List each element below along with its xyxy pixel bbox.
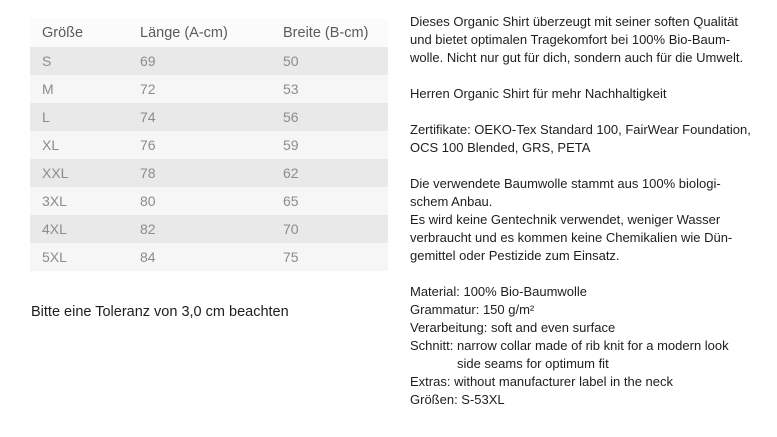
- length-cell: 74: [128, 103, 271, 131]
- intro-paragraph: Dieses Organic Shirt überzeugt mit seine…: [410, 14, 744, 65]
- width-cell: 70: [271, 215, 388, 243]
- size-cell: L: [30, 103, 128, 131]
- cotton-info-paragraph: Die verwendete Baumwolle stammt aus 100%…: [410, 176, 733, 263]
- tolerance-note: Bitte eine Toleranz von 3,0 cm beachten: [31, 304, 289, 320]
- column-header-breite: Breite (B-cm): [271, 18, 388, 47]
- length-cell: 84: [128, 243, 271, 271]
- length-cell: 82: [128, 215, 271, 243]
- table-row: XL 76 59: [30, 131, 388, 159]
- size-cell: 4XL: [30, 215, 128, 243]
- size-table-header-row: Größe Länge (A-cm) Breite (B-cm): [30, 18, 388, 47]
- table-row: S 69 50: [30, 47, 388, 75]
- size-cell: XL: [30, 131, 128, 159]
- width-cell: 65: [271, 187, 388, 215]
- size-cell: XXL: [30, 159, 128, 187]
- width-cell: 75: [271, 243, 388, 271]
- length-cell: 69: [128, 47, 271, 75]
- column-header-laenge: Länge (A-cm): [128, 18, 271, 47]
- size-cell: 5XL: [30, 243, 128, 271]
- width-cell: 59: [271, 131, 388, 159]
- column-header-groesse: Größe: [30, 18, 128, 47]
- table-row: M 72 53: [30, 75, 388, 103]
- table-row: 5XL 84 75: [30, 243, 388, 271]
- size-cell: S: [30, 47, 128, 75]
- product-description-text: Dieses Organic Shirt überzeugt mit seine…: [410, 13, 777, 409]
- size-table-section: Größe Länge (A-cm) Breite (B-cm) S 69 50…: [30, 18, 388, 271]
- size-cell: 3XL: [30, 187, 128, 215]
- length-cell: 72: [128, 75, 271, 103]
- length-cell: 78: [128, 159, 271, 187]
- specs-paragraph: Material: 100% Bio-Baumwolle Grammatur: …: [410, 284, 729, 407]
- headline: Herren Organic Shirt für mehr Nachhaltig…: [410, 86, 667, 101]
- size-table: Größe Länge (A-cm) Breite (B-cm) S 69 50…: [30, 18, 388, 271]
- width-cell: 62: [271, 159, 388, 187]
- length-cell: 76: [128, 131, 271, 159]
- table-row: 3XL 80 65: [30, 187, 388, 215]
- table-row: XXL 78 62: [30, 159, 388, 187]
- table-row: L 74 56: [30, 103, 388, 131]
- size-cell: M: [30, 75, 128, 103]
- table-row: 4XL 82 70: [30, 215, 388, 243]
- width-cell: 56: [271, 103, 388, 131]
- length-cell: 80: [128, 187, 271, 215]
- width-cell: 50: [271, 47, 388, 75]
- certificates-paragraph: Zertifikate: OEKO-Tex Standard 100, Fair…: [410, 122, 751, 155]
- width-cell: 53: [271, 75, 388, 103]
